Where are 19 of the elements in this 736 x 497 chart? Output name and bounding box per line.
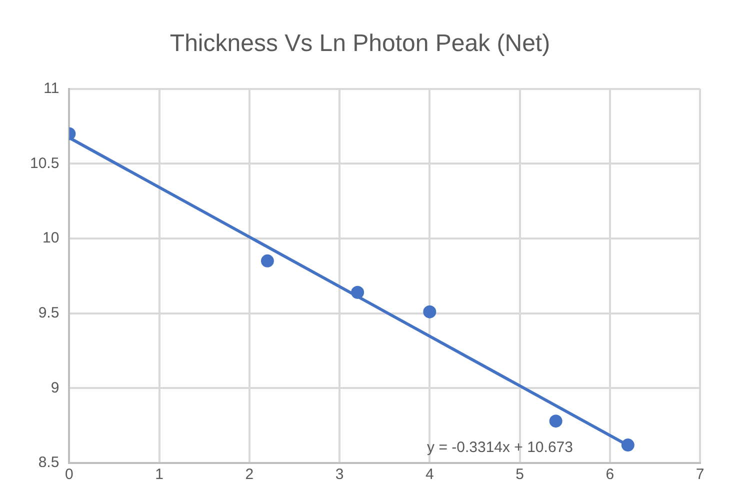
y-tick-label: 8.5	[38, 454, 60, 472]
x-tick-label: 4	[425, 466, 434, 484]
point	[549, 414, 562, 428]
chart-title: Thickness Vs Ln Photon Peak (Net)	[170, 30, 550, 58]
y-tick-label: 9	[50, 379, 60, 396]
annotation: y = -0.3314x + 10.673	[427, 439, 573, 456]
y-tick-label: 10.5	[30, 154, 60, 172]
y-tick-label: 9.5	[38, 304, 60, 322]
x-tick-label: 0	[65, 466, 74, 484]
x-tick-label: 1	[155, 466, 164, 484]
y-tick-label: 10	[42, 230, 60, 247]
x-tick-label: 7	[696, 466, 704, 484]
point	[260, 254, 274, 268]
y-tick-label: 11	[44, 80, 60, 97]
x-tick-label: 2	[245, 466, 254, 484]
x-tick-label: 3	[335, 466, 344, 484]
x-tick-label: 6	[606, 466, 614, 484]
x-tick-label: 5	[516, 466, 524, 484]
point	[423, 305, 436, 318]
